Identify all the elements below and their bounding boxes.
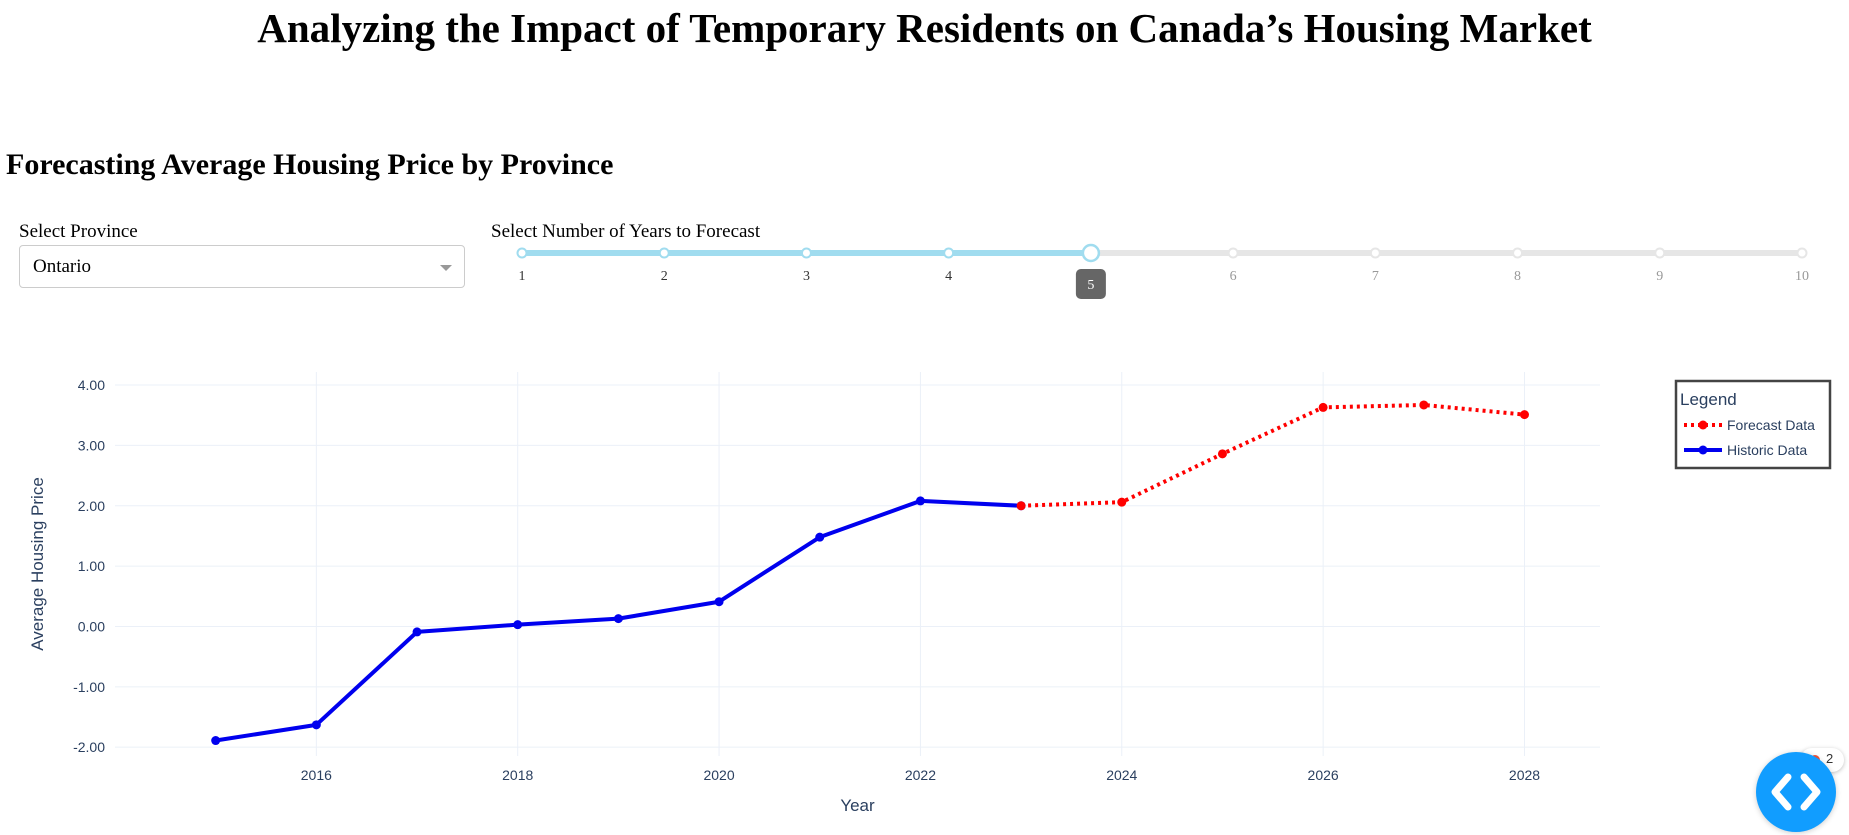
slider-mark-label[interactable]: 3 xyxy=(803,269,810,284)
slider-dot[interactable] xyxy=(1369,247,1381,259)
data-point xyxy=(815,532,825,542)
code-brackets-icon xyxy=(1771,773,1821,811)
slider-dot[interactable] xyxy=(1512,247,1524,259)
slider-mark-label[interactable]: 2 xyxy=(661,269,668,284)
chevron-down-icon[interactable] xyxy=(440,265,452,271)
slider-mark-label[interactable]: 10 xyxy=(1795,269,1809,284)
slider-mark-label[interactable]: 9 xyxy=(1656,269,1663,284)
x-tick-label: 2024 xyxy=(1106,767,1137,783)
y-tick-label: 1.00 xyxy=(78,558,105,574)
data-point xyxy=(1318,402,1328,412)
forecast-line-chart: 4.00 3.00 2.00 1.00 0.00 -1.00 -2.00 2016 2018 20… xyxy=(28,372,1832,815)
slider-mark-label[interactable]: 1 xyxy=(519,269,526,284)
x-tick-label: 2020 xyxy=(703,767,734,783)
y-tick-label: -1.00 xyxy=(73,679,105,695)
province-selected-value: Ontario xyxy=(33,256,92,277)
y-tick-label: -2.00 xyxy=(73,739,105,755)
data-point xyxy=(1117,497,1127,507)
slider-dot[interactable] xyxy=(1796,247,1808,259)
slider-dot[interactable] xyxy=(943,247,955,259)
slider-dot[interactable] xyxy=(800,247,812,259)
y-axis-title: Average Housing Price xyxy=(28,477,47,651)
slider-mark-label[interactable]: 8 xyxy=(1514,269,1521,284)
slider-dot[interactable] xyxy=(1227,247,1239,259)
legend-item-label[interactable]: Historic Data xyxy=(1727,442,1807,458)
y-tick-label: 3.00 xyxy=(78,437,105,453)
slider-mark-label[interactable]: 6 xyxy=(1230,269,1237,284)
section-title: Forecasting Average Housing Price by Pro… xyxy=(6,148,614,181)
slider-handle[interactable] xyxy=(1081,243,1101,263)
x-axis-title: Year xyxy=(840,796,875,815)
data-point xyxy=(915,496,925,506)
slider-dot[interactable] xyxy=(658,247,670,259)
x-tick-label: 2018 xyxy=(502,767,533,783)
slider-dot[interactable] xyxy=(1654,247,1666,259)
province-dropdown[interactable]: Ontario xyxy=(19,245,465,288)
page-title: Analyzing the Impact of Temporary Reside… xyxy=(257,5,1592,51)
slider-dot[interactable] xyxy=(516,247,528,259)
slider-tooltip xyxy=(1075,269,1106,299)
slider-mark-label[interactable]: 7 xyxy=(1372,269,1379,284)
years-slider[interactable]: 1 2 3 4 6 7 8 9 10 5 xyxy=(0,0,1849,320)
x-tick-label: 2026 xyxy=(1308,767,1339,783)
legend-item-label[interactable]: Forecast Data xyxy=(1727,417,1815,433)
slider-mark-label[interactable]: 4 xyxy=(945,269,952,284)
data-point xyxy=(311,720,321,730)
data-point xyxy=(714,597,724,607)
debug-menu-button[interactable] xyxy=(1756,752,1836,832)
slider-tooltip-value: 5 xyxy=(1087,278,1094,293)
error-count: 2 xyxy=(1826,751,1834,766)
province-label: Select Province xyxy=(19,221,138,242)
legend-swatch-marker[interactable] xyxy=(1698,445,1708,455)
y-tick-label: 0.00 xyxy=(78,618,105,634)
legend-swatch-marker[interactable] xyxy=(1698,420,1708,430)
data-point xyxy=(1419,400,1429,410)
data-point xyxy=(1217,449,1227,459)
data-point xyxy=(613,614,623,624)
y-tick-label: 2.00 xyxy=(78,498,105,514)
legend-title: Legend xyxy=(1680,390,1737,409)
x-tick-label: 2016 xyxy=(301,767,332,783)
series-line-forecast-data xyxy=(1021,402,1525,508)
data-point xyxy=(1016,501,1026,511)
x-tick-label: 2028 xyxy=(1509,767,1540,783)
data-point xyxy=(513,620,523,630)
data-point xyxy=(211,736,221,746)
years-label: Select Number of Years to Forecast xyxy=(491,221,761,242)
data-point xyxy=(1519,410,1529,420)
data-point xyxy=(412,627,422,637)
x-tick-label: 2022 xyxy=(905,767,936,783)
y-tick-label: 4.00 xyxy=(78,377,105,393)
